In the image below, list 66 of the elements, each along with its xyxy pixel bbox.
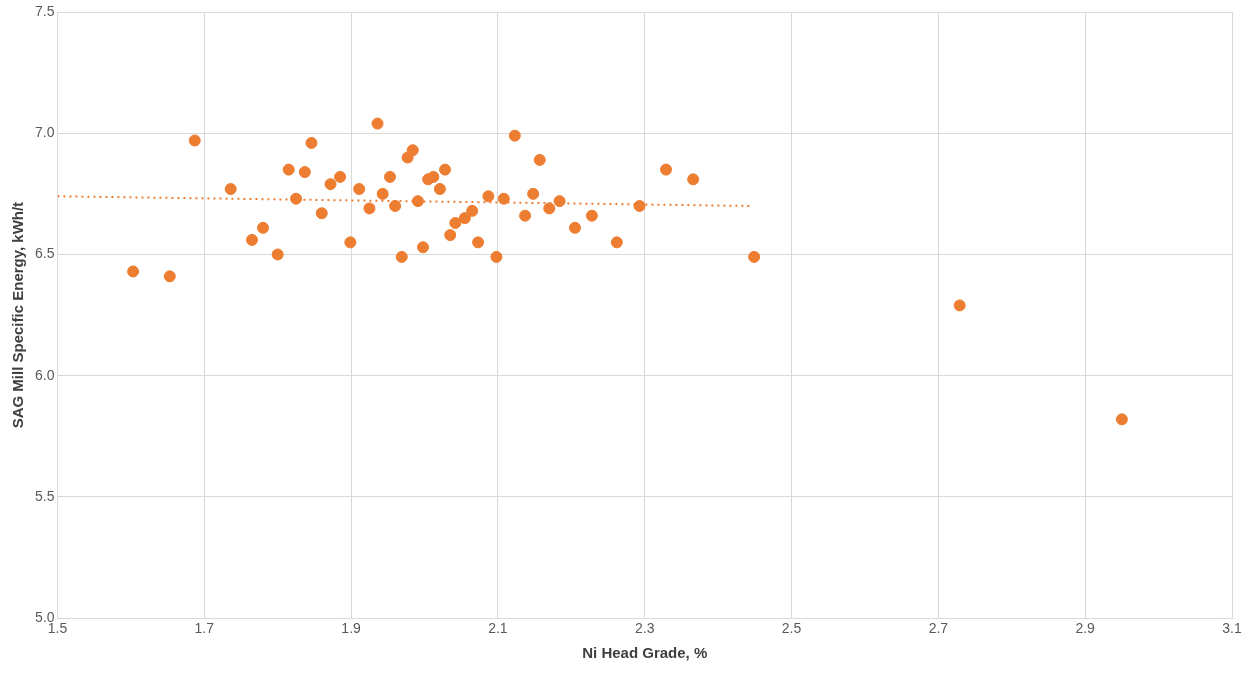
y-axis-title: SAG Mill Specific Energy, kWh/t	[9, 201, 27, 429]
point	[344, 236, 357, 249]
point	[395, 250, 408, 263]
point	[953, 299, 966, 312]
y-tick-label: 6.0	[34, 366, 55, 383]
point	[305, 136, 318, 149]
point	[687, 173, 700, 186]
y-tick-label: 7.5	[34, 2, 55, 19]
point	[298, 166, 311, 179]
x-tick-label: 2.3	[635, 620, 655, 637]
x-tick-label: 2.1	[488, 620, 508, 637]
point	[246, 233, 258, 246]
point	[353, 183, 366, 196]
y-tick-label: 7.0	[34, 124, 55, 141]
point	[127, 265, 140, 278]
x-tick-label: 2.7	[928, 620, 949, 637]
point	[458, 212, 471, 225]
point	[257, 221, 270, 234]
point	[490, 250, 503, 263]
point	[748, 250, 761, 263]
point	[163, 270, 176, 283]
point	[633, 199, 646, 212]
point	[334, 170, 347, 183]
x-tick-label: 1.9	[341, 620, 362, 637]
x-tick-label: 2.9	[1075, 620, 1096, 637]
point	[324, 178, 337, 191]
point	[533, 153, 546, 166]
point	[282, 163, 295, 176]
point	[363, 202, 376, 215]
point	[444, 229, 457, 242]
y-tick-label: 6.5	[34, 245, 55, 262]
point	[527, 187, 540, 200]
x-axis-title: Ni Head Grade, %	[582, 644, 708, 662]
point	[290, 192, 303, 205]
x-tick-label: 3.1	[1222, 620, 1242, 637]
point	[553, 195, 566, 208]
point	[472, 236, 485, 249]
y-tick-label: 5.5	[34, 487, 55, 504]
point	[519, 209, 532, 222]
point	[315, 207, 328, 220]
point	[508, 129, 521, 142]
point	[439, 163, 452, 176]
point	[406, 144, 419, 157]
point	[384, 170, 396, 183]
point	[427, 170, 440, 183]
point	[271, 248, 284, 261]
point	[411, 195, 424, 208]
point	[568, 221, 581, 234]
point	[466, 204, 479, 217]
x-tick-label: 2.5	[781, 620, 802, 637]
point	[417, 241, 430, 254]
point	[585, 209, 598, 222]
point	[224, 183, 237, 196]
point	[389, 199, 402, 212]
point	[497, 192, 510, 205]
point	[610, 236, 623, 249]
point	[1115, 413, 1128, 426]
point	[371, 117, 384, 130]
point	[376, 187, 389, 200]
point	[660, 163, 673, 176]
point	[482, 190, 495, 203]
x-tick-label: 1.7	[194, 620, 215, 637]
point	[543, 202, 556, 215]
point	[188, 134, 201, 147]
point	[433, 183, 446, 196]
point	[449, 216, 462, 229]
